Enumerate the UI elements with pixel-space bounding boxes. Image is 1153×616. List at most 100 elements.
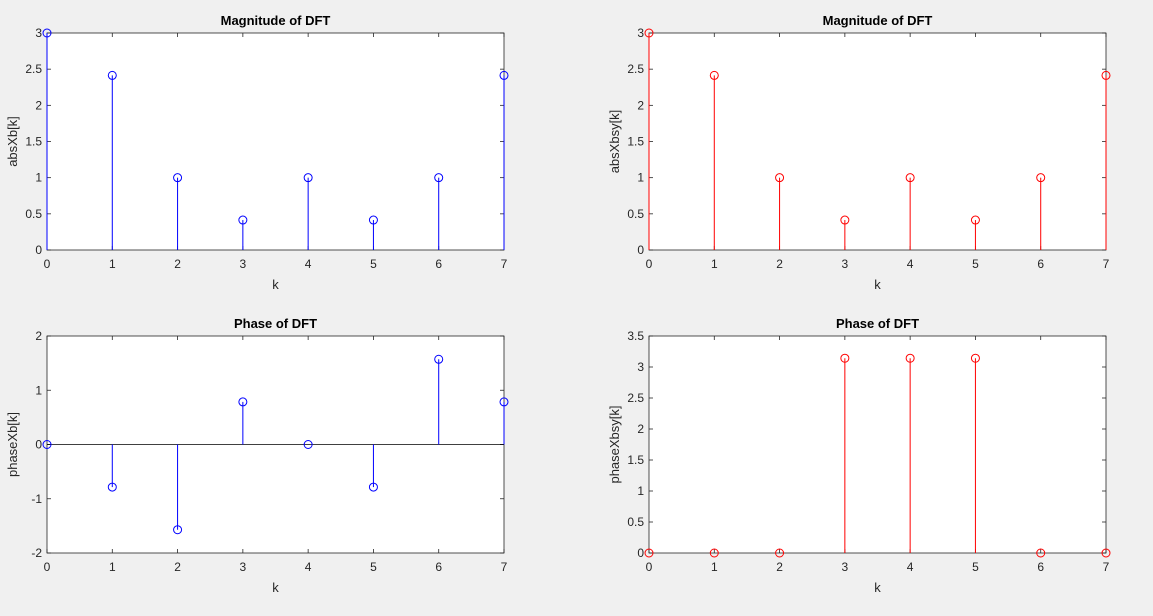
stem-marker [970,215,980,225]
stem-marker [368,215,378,225]
x-tick-label: 7 [1103,257,1110,271]
y-tick-label: 2.5 [627,62,644,76]
y-tick-label: 3 [637,26,644,40]
stem-marker [499,397,509,407]
y-tick-label: 2 [637,98,644,112]
stem-marker [107,70,117,80]
plot-magnitude-red: Magnitude of DFT k absXbsy[k] 0 1 2 3 4 5 6 7 0 0… [607,13,1111,292]
x-tick-label: 3 [240,257,247,271]
stem-marker [368,482,378,492]
x-tick-label: 1 [109,560,116,574]
x-tick-label: 6 [435,257,442,271]
stem-marker [434,173,444,183]
y-tick-label: 1.5 [627,135,644,149]
plot-area [648,32,1107,251]
x-tick-label: 7 [501,560,508,574]
y-axis-label: phaseXbsy[k] [607,405,622,483]
stem-marker [42,28,52,38]
y-tick-label: 3 [637,360,644,374]
x-tick-label: 7 [1103,560,1110,574]
y-tick-label: 0 [637,546,644,560]
stem-marker [1036,548,1046,558]
y-tick-label: 0 [35,243,42,257]
x-tick-label: 6 [1037,560,1044,574]
plot-title: Magnitude of DFT [221,13,331,28]
y-tick-label: 0 [637,243,644,257]
x-axis-label: k [874,580,881,595]
stem-marker [905,173,915,183]
stem-marker [1101,548,1111,558]
stem-marker [107,482,117,492]
y-tick-label: 2 [637,422,644,436]
x-tick-label: 1 [109,257,116,271]
x-tick-label: 0 [44,257,51,271]
y-tick-label: 2 [35,98,42,112]
plot-magnitude-blue: Magnitude of DFT k absXb[k] 0 1 2 3 4 5 6 7 0 0.5… [5,13,509,292]
stem-marker [303,173,313,183]
stem-marker [499,70,509,80]
y-tick-label: 2.5 [627,391,644,405]
y-tick-label: 2.5 [25,62,42,76]
x-tick-label: 4 [907,560,914,574]
y-tick-label: 3.5 [627,329,644,343]
x-tick-label: 0 [646,257,653,271]
stem-marker [1036,173,1046,183]
x-tick-label: 5 [972,257,979,271]
stem-marker [303,440,313,449]
x-tick-label: 3 [842,560,849,574]
y-tick-label: 2 [35,329,42,343]
x-tick-label: 5 [972,560,979,574]
y-tick-label: 0 [35,438,42,452]
plot-area [46,32,505,251]
x-tick-label: 6 [435,560,442,574]
x-tick-label: 4 [305,560,312,574]
y-tick-label: -1 [31,492,42,506]
plot-title: Phase of DFT [234,316,317,331]
y-tick-label: 0.5 [25,207,42,221]
x-tick-label: 1 [711,257,718,271]
x-tick-label: 2 [776,257,783,271]
x-tick-label: 3 [842,257,849,271]
x-tick-label: 2 [174,560,181,574]
y-tick-label: 1 [637,171,644,185]
stem-marker [1101,70,1111,80]
stem-marker [775,173,785,183]
stem-marker [840,215,850,225]
stem-marker [42,440,52,449]
stem-marker [644,548,654,558]
y-tick-label: 1 [35,383,42,397]
stem-marker [775,548,785,558]
x-tick-label: 1 [711,560,718,574]
stem-marker [840,353,850,363]
stem-marker [644,28,654,38]
x-axis-label: k [272,580,279,595]
plot-area [648,335,1107,554]
stem-marker [905,353,915,363]
y-axis-label: absXbsy[k] [607,110,622,174]
y-tick-label: 1.5 [627,453,644,467]
stem-marker [434,354,444,364]
stem-marker [709,70,719,80]
x-tick-label: 7 [501,257,508,271]
x-tick-label: 5 [370,560,377,574]
y-tick-label: 0.5 [627,207,644,221]
x-tick-label: 5 [370,257,377,271]
x-tick-label: 3 [240,560,247,574]
y-tick-label: -2 [31,546,42,560]
x-axis-label: k [874,277,881,292]
x-tick-label: 6 [1037,257,1044,271]
stem-marker [709,548,719,558]
stem-marker [173,525,183,535]
x-tick-label: 2 [776,560,783,574]
stem-marker [238,215,248,225]
stem-marker [238,397,248,407]
y-tick-label: 1 [35,171,42,185]
x-tick-label: 4 [907,257,914,271]
y-axis-label: phaseXb[k] [5,412,20,477]
y-tick-label: 3 [35,26,42,40]
plot-title: Magnitude of DFT [823,13,933,28]
stem-marker [970,353,980,363]
x-tick-label: 2 [174,257,181,271]
plot-phase-red: Phase of DFT k phaseXbsy[k] 0 1 2 3 4 5 6 7 0 0.5… [607,316,1111,595]
